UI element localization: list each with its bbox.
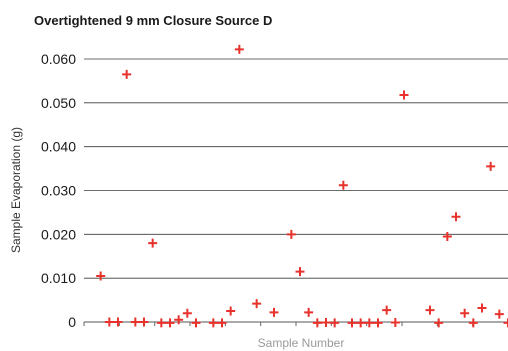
- y-tick-label: 0.040: [41, 139, 76, 155]
- data-point: [494, 309, 504, 319]
- data-point: [252, 299, 262, 309]
- data-point: [399, 90, 409, 100]
- data-point: [373, 318, 383, 328]
- data-point: [330, 318, 340, 328]
- data-point: [382, 305, 392, 315]
- data-point: [477, 303, 487, 313]
- data-point: [338, 180, 348, 190]
- data-point: [130, 317, 140, 327]
- y-tick-label: 0: [68, 314, 76, 330]
- data-point: [451, 212, 461, 222]
- data-point: [104, 317, 114, 327]
- y-tick-label: 0.060: [41, 51, 76, 67]
- data-point: [156, 318, 166, 328]
- data-point: [122, 69, 132, 79]
- data-point: [460, 308, 470, 318]
- data-point: [226, 306, 236, 316]
- data-point: [217, 318, 227, 328]
- y-tick-label: 0.020: [41, 226, 76, 242]
- chart-title: Overtightened 9 mm Closure Source D: [34, 13, 272, 28]
- data-point: [503, 318, 508, 328]
- data-point: [148, 238, 158, 248]
- data-point: [364, 318, 374, 328]
- data-point: [356, 318, 366, 328]
- data-point: [174, 315, 184, 325]
- y-tick-label: 0.030: [41, 183, 76, 199]
- grid-lines: [84, 58, 508, 323]
- data-point: [295, 267, 305, 277]
- data-point: [486, 161, 496, 171]
- data-point: [208, 318, 218, 328]
- x-axis-label: Sample Number: [258, 336, 345, 350]
- data-point: [312, 318, 322, 328]
- y-axis-label: Sample Evaporation (g): [9, 127, 23, 253]
- data-point: [425, 305, 435, 315]
- data-point: [468, 318, 478, 328]
- y-tick-labels: 0 0.010 0.020 0.030 0.040 0.050 0.060: [41, 51, 76, 330]
- data-point: [234, 44, 244, 54]
- data-point: [269, 307, 279, 317]
- data-point: [96, 271, 106, 281]
- data-point: [347, 318, 357, 328]
- y-tick-label: 0.010: [41, 270, 76, 286]
- data-points: [96, 44, 508, 328]
- data-point: [165, 318, 175, 328]
- y-tick-label: 0.050: [41, 95, 76, 111]
- data-point: [113, 317, 123, 327]
- data-point: [182, 308, 192, 318]
- data-point: [321, 317, 331, 327]
- data-point: [442, 232, 452, 242]
- data-point: [191, 318, 201, 328]
- data-point: [390, 317, 400, 327]
- data-point: [139, 317, 149, 327]
- data-point: [434, 318, 444, 328]
- data-point: [286, 229, 296, 239]
- data-point: [304, 307, 314, 317]
